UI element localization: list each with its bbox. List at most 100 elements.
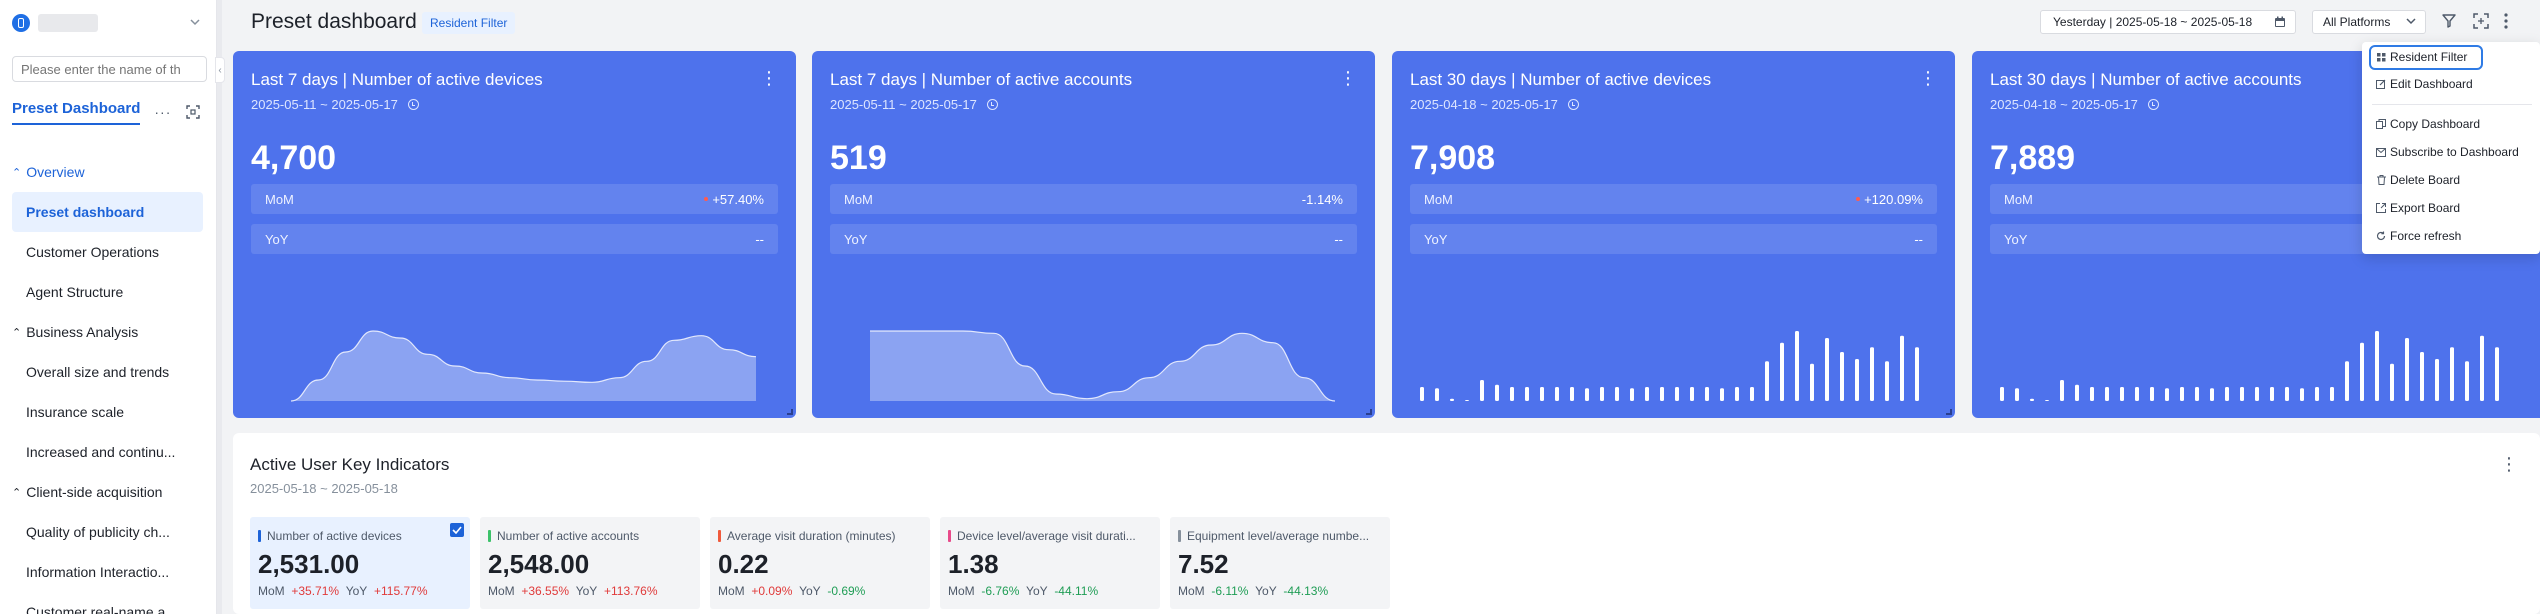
nav-item-increased-continued[interactable]: Increased and continu... [26,444,176,460]
menu-item-edit-dashboard[interactable]: Edit Dashboard [2376,75,2473,93]
workspace-name-placeholder [38,14,98,32]
bar-mark [1750,387,1754,401]
mom-label: MoM [1178,584,1205,598]
kpi-value: 2,548.00 [488,549,590,579]
chevron-up-icon: ⌃ [12,486,22,499]
yoy-row: YoY -- [251,224,778,254]
color-marker [1178,530,1181,542]
app-logo-icon [12,14,30,32]
kpi-card[interactable]: Device level/average visit durati... 1.3… [940,517,1160,609]
bar-mark [2210,388,2214,401]
bar-mark [2195,387,2199,401]
menu-divider [2372,104,2532,105]
bar-mark [2450,347,2454,401]
mom-label: MoM [1424,191,1453,207]
sidebar-scrollbar[interactable] [217,0,222,614]
mom-label: MoM [948,584,975,598]
workspace-switcher[interactable] [12,10,207,36]
mom-value: -6.76% [981,584,1020,598]
resize-handle-icon[interactable] [1366,409,1372,415]
nav-item-agent-structure[interactable]: Agent Structure [26,284,124,300]
bar-mark [2360,342,2364,401]
metric-card[interactable]: Last 30 days | Number of active devices … [1392,51,1955,418]
nav-item-customer-operations[interactable]: Customer Operations [26,244,160,260]
menu-item-label: Force refresh [2390,229,2462,243]
active-user-indicators-panel: Active User Key Indicators 2025-05-18 ~ … [233,433,2540,614]
kpi-card[interactable]: Average visit duration (minutes) 0.22 Mo… [710,517,930,609]
nav-item-customer-real-name[interactable]: Customer real-name a... [26,604,177,614]
bar-chart [1420,331,1919,401]
nav-group-overview[interactable]: ⌃ Overview [0,152,217,192]
resize-handle-icon[interactable] [787,409,793,415]
metric-card[interactable]: Last 7 days | Number of active accounts … [812,51,1375,418]
panel-more-icon[interactable]: ⋮ [2500,454,2518,474]
checkbox-checked-icon[interactable] [450,523,464,537]
yoy-label: YoY [799,584,821,598]
menu-item-resident-filter[interactable]: Resident Filter [2376,48,2467,66]
kpi-value: 1.38 [948,549,999,579]
bar-mark [2105,387,2109,401]
card-title: Last 7 days | Number of active accounts [830,70,1133,89]
more-vertical-icon[interactable] [2496,10,2516,32]
menu-item-copy-dashboard[interactable]: Copy Dashboard [2376,115,2480,133]
expand-icon[interactable] [185,104,201,120]
bar-mark [2240,387,2244,401]
metric-card[interactable]: Last 30 days | Number of active accounts… [1972,51,2540,418]
tab-preset-dashboard[interactable]: Preset Dashboard [12,100,141,125]
platform-select[interactable]: All Platforms [2312,10,2426,34]
nav-group-business-analysis[interactable]: ⌃ Business Analysis [0,312,217,352]
bar-mark [1675,387,1679,401]
card-title: Last 30 days | Number of active accounts [1990,70,2302,89]
kpi-card[interactable]: Equipment level/average numbe... 7.52 Mo… [1170,517,1390,609]
chevron-down-icon[interactable] [189,16,201,28]
card-more-icon[interactable]: ⋮ [1339,68,1357,88]
card-more-icon[interactable]: ⋮ [760,68,778,88]
kpi-card[interactable]: Number of active accounts 2,548.00 MoM +… [480,517,700,609]
menu-item-subscribe[interactable]: Subscribe to Dashboard [2376,143,2519,161]
more-icon[interactable]: ··· [154,104,172,120]
kpi-card[interactable]: Number of active devices 2,531.00 MoM +3… [250,517,470,609]
nav-item-preset-dashboard[interactable]: Preset dashboard [12,192,203,232]
clock-icon [1567,99,1579,110]
date-range-picker[interactable]: Yesterday | 2025-05-18 ~ 2025-05-18 [2040,10,2296,34]
sidebar-search-input[interactable] [12,56,207,82]
nav-item-insurance-scale[interactable]: Insurance scale [26,404,125,420]
card-value: 4,700 [251,139,337,177]
bar-mark [2180,387,2184,401]
nav-group-label: Business Analysis [26,324,139,340]
resident-filter-tag[interactable]: Resident Filter [422,12,516,34]
kpi-label-text: Number of active devices [267,529,402,543]
bar-mark [1735,387,1739,401]
yoy-value: +113.76% [604,584,658,598]
nav-group-client-side-acquisition[interactable]: ⌃ Client-side acquisition [0,472,217,512]
kpi-compare: MoM +35.71% YoY +115.77% [258,584,428,598]
bar-mark [1600,387,1604,401]
card-more-icon[interactable]: ⋮ [1919,68,1937,88]
metric-card[interactable]: Last 7 days | Number of active devices ⋮… [233,51,796,418]
menu-item-export-board[interactable]: Export Board [2376,199,2460,217]
kpi-value: 7.52 [1178,549,1229,579]
mom-label: MoM [258,584,285,598]
fullscreen-icon[interactable] [2471,10,2491,32]
mom-value: +35.71% [291,584,340,598]
nav-group-label: Overview [26,164,85,180]
mom-value: +120.09% [1864,191,1923,207]
sidebar-collapse-handle[interactable]: ‹ [215,57,225,83]
menu-item-delete-board[interactable]: Delete Board [2376,171,2460,189]
dashboard-more-menu: Resident Filter Edit Dashboard Copy Dash… [2362,42,2540,254]
yoy-row: YoY -- [1410,224,1937,254]
mom-row: MoM +120.09% [1410,184,1937,214]
mom-row: MoM +57.40% [251,184,778,214]
resize-handle-icon[interactable] [1946,409,1952,415]
mom-value: -1.14% [1301,191,1343,207]
filter-icon[interactable] [2439,10,2459,32]
calendar-icon [2273,15,2287,29]
nav-item-information-interaction[interactable]: Information Interactio... [26,564,170,580]
bar-mark [1435,388,1439,401]
bar-mark [2150,387,2154,401]
menu-item-force-refresh[interactable]: Force refresh [2376,227,2461,245]
nav-item-publicity-quality[interactable]: Quality of publicity ch... [26,524,170,540]
bar-mark [2060,380,2064,401]
nav-item-overall-size[interactable]: Overall size and trends [26,364,170,380]
yoy-value: +115.77% [374,584,428,598]
